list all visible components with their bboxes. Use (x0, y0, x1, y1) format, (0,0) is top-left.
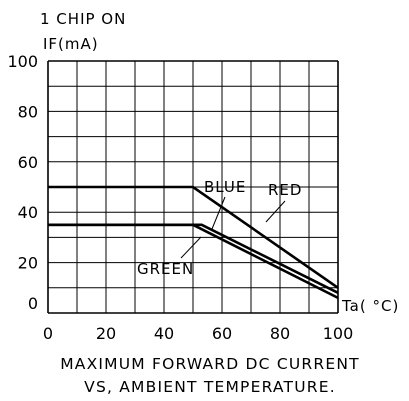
y-tick-label: 100 (7, 52, 38, 71)
series-lines (48, 185, 339, 300)
leader-line-red (265, 200, 286, 223)
y-axis-label: IF(mA) (43, 35, 99, 53)
series-line-green (48, 223, 339, 300)
series-label-red: RED (268, 181, 302, 199)
x-tick-label: 20 (96, 324, 116, 343)
x-tick-label: 100 (323, 324, 354, 343)
y-tick-label: 20 (18, 254, 38, 273)
series-line-red (48, 185, 339, 289)
caption-line-1: MAXIMUM FORWARD DC CURRENT (60, 355, 360, 373)
x-tick-label: 0 (43, 324, 53, 343)
y-tick-label: 80 (18, 102, 38, 121)
x-tick-label: 60 (212, 324, 232, 343)
leader-line-green (180, 236, 202, 259)
x-tick-labels: 0 20 40 60 80 100 (43, 324, 353, 343)
y-tick-label: 60 (18, 153, 38, 172)
y-tick-labels: 0 20 40 60 80 100 (7, 52, 38, 313)
series-label-blue: BLUE (204, 178, 246, 196)
chart-title: 1 CHIP ON (40, 10, 126, 28)
x-axis-label: Ta( °C) (341, 297, 399, 315)
y-tick-label: 40 (18, 203, 38, 222)
x-tick-label: 80 (270, 324, 290, 343)
caption-line-2: VS, AMBIENT TEMPERATURE. (84, 378, 336, 396)
leader-line-blue (211, 196, 226, 230)
x-tick-label: 40 (154, 324, 174, 343)
series-label-green: GREEN (137, 260, 194, 278)
grid (47, 60, 339, 314)
y-tick-label: 0 (28, 294, 38, 313)
